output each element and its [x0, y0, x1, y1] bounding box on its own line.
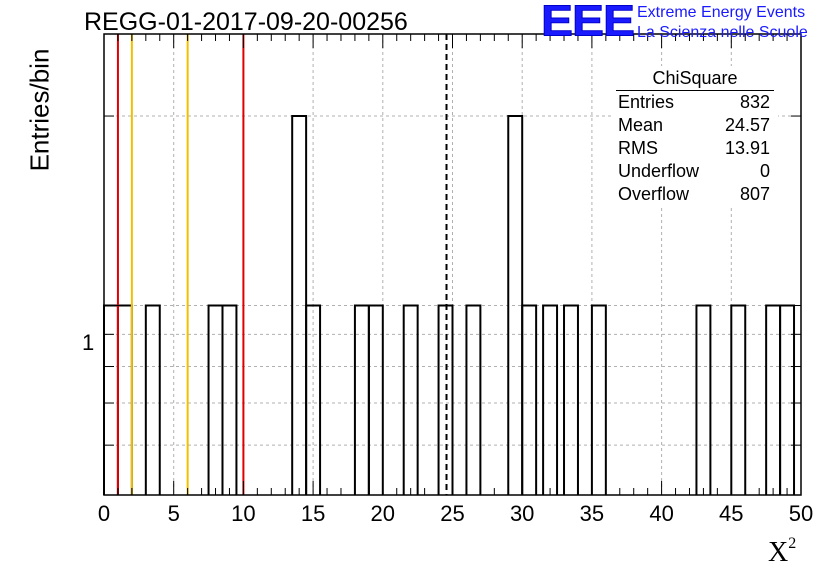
histogram-bar	[367, 304, 384, 495]
stats-value: 832	[739, 92, 770, 112]
stats-value: 13.91	[724, 138, 770, 158]
y-axis-label: Entries/bin	[24, 48, 55, 172]
stats-label: RMS	[618, 138, 658, 158]
stats-label: Mean	[618, 115, 664, 135]
x-tick-label: 40	[649, 501, 674, 526]
histogram-bar	[465, 304, 482, 495]
histogram-bar	[730, 304, 747, 495]
x-tick-label: 25	[440, 501, 465, 526]
x-tick-label: 20	[370, 501, 396, 526]
histogram-bar	[221, 304, 238, 495]
x-tick-label: 45	[719, 501, 744, 526]
x-axis-label-sup: 2	[788, 535, 797, 552]
logo-line-1: Extreme Energy Events	[637, 4, 806, 21]
stats-label: Underflow	[618, 161, 700, 181]
logo-line-2: La Scienza nelle Scuole	[637, 24, 808, 41]
marker-lines	[116, 34, 448, 495]
stats-value: 0	[759, 161, 770, 181]
x-tick-label: 50	[788, 501, 814, 526]
stats-value: 807	[739, 184, 770, 204]
stats-title: ChiSquare	[616, 66, 774, 91]
eee-logo: EEE	[540, 0, 635, 46]
x-tick-label: 15	[300, 501, 326, 526]
histogram-bar	[695, 304, 712, 495]
x-axis-label-base: X	[768, 537, 789, 568]
y-tick-label: 1	[82, 330, 95, 355]
stats-row: Mean 24.57	[612, 114, 778, 137]
histogram-bar	[563, 304, 579, 495]
stats-row: Underflow 0	[612, 160, 778, 183]
stats-label: Entries	[618, 92, 675, 112]
histogram-bar	[402, 304, 419, 495]
x-tick-label: 5	[167, 501, 180, 526]
histogram-bar	[590, 304, 607, 495]
stats-label: Overflow	[618, 184, 690, 204]
x-tick-label: 0	[97, 501, 111, 526]
stats-value: 24.57	[724, 115, 770, 135]
histogram-bar	[521, 304, 538, 495]
x-tick-label: 30	[509, 501, 535, 526]
histogram-bar	[542, 304, 559, 495]
x-tick-label: 35	[579, 501, 605, 526]
stats-rows: Entries 832 Mean 24.57 RMS 13.91 Underflow 0 Ove…	[612, 91, 778, 206]
chart-title: REGG-01-2017-09-20-00256	[84, 8, 408, 36]
stats-row: Entries 832	[612, 91, 778, 114]
x-tick-label: 10	[231, 501, 256, 526]
histogram-bar	[305, 304, 322, 495]
stats-box: ChiSquare Entries 832 Mean 24.57 RMS 13.91 Und…	[612, 66, 778, 206]
x-axis-label: X2	[768, 535, 797, 569]
stats-row: RMS 13.91	[612, 137, 778, 160]
stats-row: Overflow 807	[612, 183, 778, 206]
histogram-bar	[144, 304, 161, 495]
axis-ticks	[103, 34, 802, 495]
